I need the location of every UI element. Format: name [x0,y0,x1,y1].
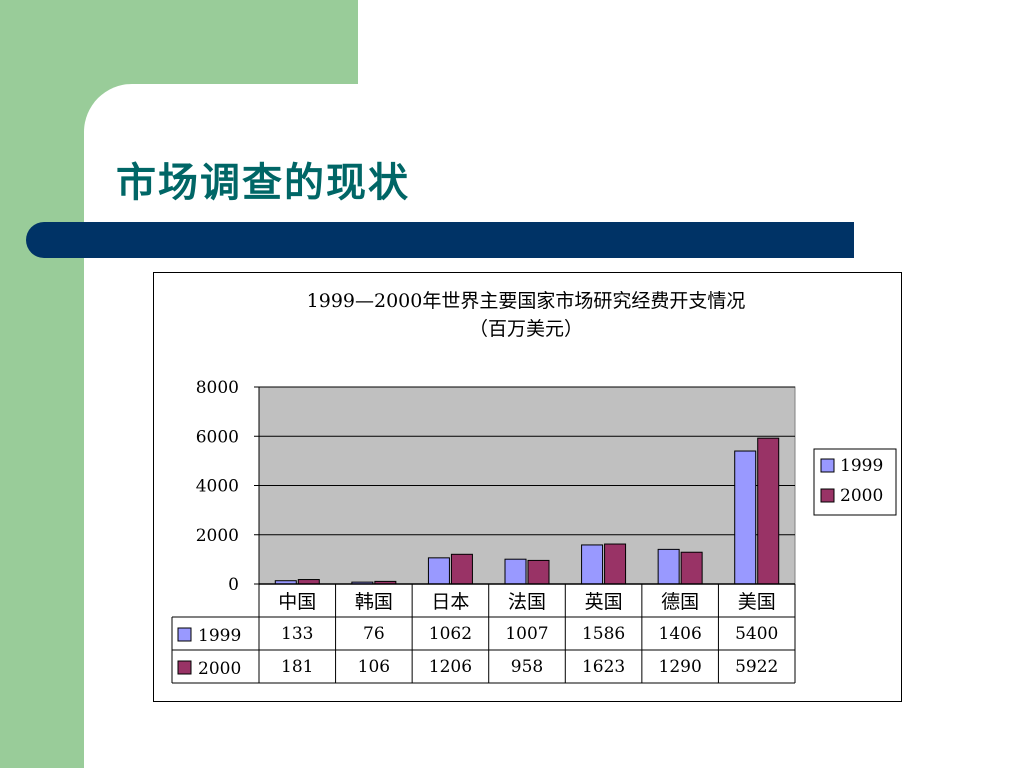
category-label: 中国 [278,591,316,613]
legend-label: 1999 [840,456,883,476]
bar-1999 [504,558,527,585]
legend: 1999 2000 [813,448,897,516]
category-label: 法国 [508,591,546,613]
data-table: 中国 韩国 日本 法国 英国 德国 美国 1999 133 76 1062 1007 1586 1406 5… [171,583,796,684]
chart-frame: 1999—2000年世界主要国家市场研究经费开支情况 （百万美元） 0 2000 4… [153,272,902,702]
data-label: 958 [511,657,543,677]
y-tick-label: 0 [228,575,239,595]
title-rule-bar [26,222,854,258]
table-series-label: 2000 [198,659,241,679]
bar-2000 [450,553,473,585]
chart-title: 1999—2000年世界主要国家市场研究经费开支情况 [307,290,746,312]
plot-area: 0 2000 4000 6000 8000 [196,378,796,595]
legend-label: 2000 [840,486,883,506]
category-label: 英国 [585,591,623,613]
data-label: 1623 [582,657,625,677]
sidebar-green-band [0,0,84,768]
y-tick-label: 2000 [196,526,239,546]
data-label: 1062 [429,624,472,644]
category-label: 美国 [738,591,776,613]
data-label: 1586 [582,624,625,644]
chart-subtitle: （百万美元） [469,318,583,340]
data-label: 1206 [429,657,472,677]
bar-2000 [680,551,703,585]
data-label: 1406 [659,624,702,644]
bar-1999 [734,450,757,585]
bar-1999 [427,557,450,585]
category-label: 韩国 [355,591,393,613]
data-label: 5922 [735,657,778,677]
legend-swatch-2000 [820,488,835,503]
data-label: 181 [281,657,313,677]
bar-2000 [757,437,780,585]
bar-2000 [604,543,627,585]
bar-1999 [581,544,604,585]
y-tick-label: 8000 [196,378,239,398]
bar-chart: 1999—2000年世界主要国家市场研究经费开支情况 （百万美元） 0 2000 4… [171,290,897,684]
category-label: 日本 [431,591,469,613]
bar-1999 [657,548,680,585]
category-label: 德国 [661,591,699,613]
table-swatch-1999 [177,627,192,642]
data-label: 1290 [659,657,702,677]
data-label: 133 [281,624,313,644]
legend-swatch-1999 [820,458,835,473]
data-label: 106 [358,657,390,677]
y-tick-label: 6000 [196,427,239,447]
table-series-label: 1999 [198,626,241,646]
table-swatch-2000 [177,660,192,675]
page-title: 市场调查的现状 [116,159,410,206]
bar-2000 [527,559,550,585]
data-label: 76 [363,624,385,644]
data-label: 5400 [735,624,778,644]
data-label: 1007 [505,624,548,644]
top-green-band [84,0,358,84]
y-tick-label: 4000 [196,477,239,497]
